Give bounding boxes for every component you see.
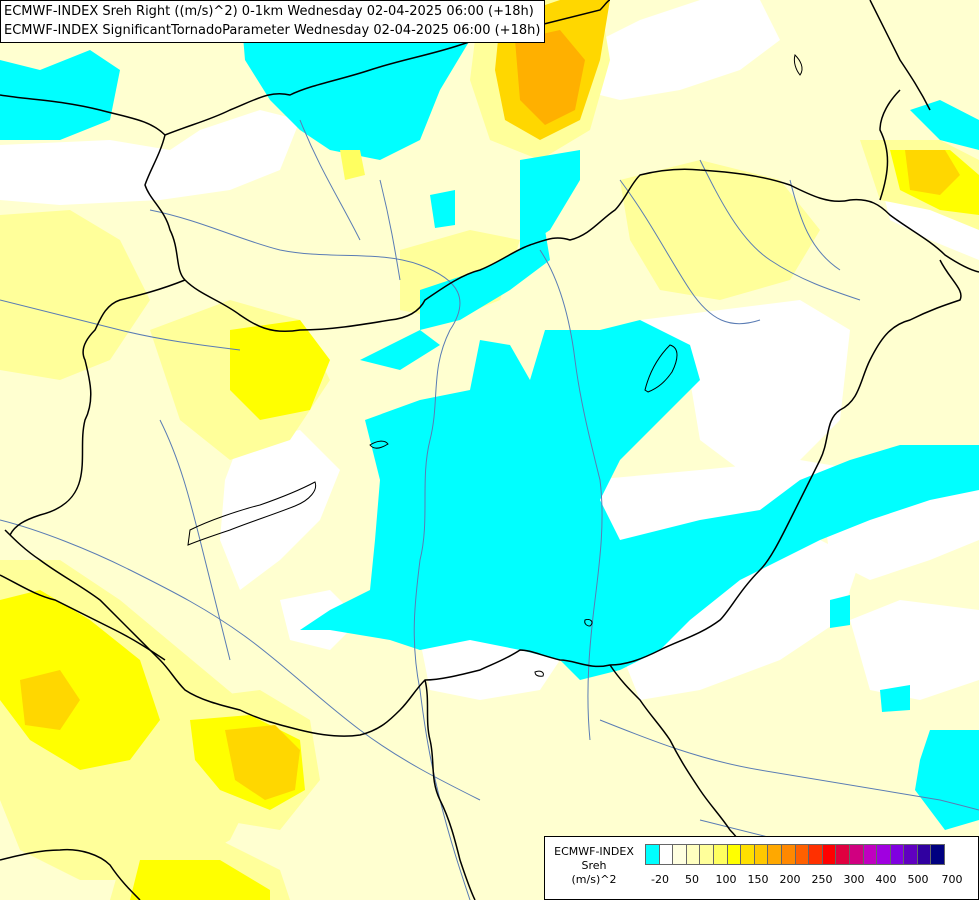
legend-swatch xyxy=(712,844,728,865)
map-title-box: ECMWF-INDEX Sreh Right ((m/s)^2) 0-1km W… xyxy=(0,0,546,43)
legend-swatch xyxy=(848,844,864,865)
title-sreh: ECMWF-INDEX Sreh Right ((m/s)^2) 0-1km W… xyxy=(4,4,534,19)
legend-swatch xyxy=(726,844,742,865)
legend-tick-label: 500 xyxy=(907,873,929,886)
legend-tick-label: 200 xyxy=(779,873,801,886)
lakes xyxy=(187,54,803,677)
legend-model: ECMWF-INDEX xyxy=(554,845,634,858)
legend-swatch xyxy=(672,844,687,865)
color-legend: ECMWF-INDEX Sreh (m/s)^2 -20 50 100 150 200 2… xyxy=(544,836,979,900)
legend-tick-label: 250 xyxy=(811,873,833,886)
legend-swatch xyxy=(740,844,755,865)
legend-swatch xyxy=(930,844,946,865)
title-stp: ECMWF-INDEX SignificantTornadoParameter … xyxy=(4,23,541,38)
legend-swatch xyxy=(808,844,823,865)
legend-tick-label: 300 xyxy=(843,873,865,886)
legend-tick-label: 100 xyxy=(715,873,737,886)
legend-ticks: -20 50 100 150 200 250 300 400 500 700 xyxy=(646,873,976,889)
legend-tick-label: 50 xyxy=(685,873,699,886)
legend-swatch xyxy=(794,844,810,865)
legend-swatch xyxy=(767,844,782,865)
legend-tick-label: 150 xyxy=(747,873,769,886)
legend-swatch xyxy=(835,844,850,865)
legend-swatch xyxy=(685,844,701,865)
legend-tick-label: -20 xyxy=(651,873,669,886)
legend-unit: (m/s)^2 xyxy=(571,873,617,886)
legend-swatch xyxy=(658,844,674,865)
legend-variable: Sreh xyxy=(581,859,607,872)
legend-swatch xyxy=(876,844,891,865)
legend-name: ECMWF-INDEX Sreh (m/s)^2 xyxy=(545,845,643,887)
legend-swatch xyxy=(699,844,714,865)
legend-tick-label: 400 xyxy=(875,873,897,886)
legend-swatch xyxy=(645,844,660,865)
legend-swatch xyxy=(780,844,796,865)
legend-swatch xyxy=(862,844,878,865)
legend-swatch xyxy=(889,844,905,865)
legend-swatch xyxy=(916,844,932,865)
legend-tick-label: 700 xyxy=(941,873,963,886)
legend-swatch xyxy=(753,844,769,865)
legend-swatch xyxy=(903,844,918,865)
legend-swatches xyxy=(645,844,946,865)
legend-swatch xyxy=(821,844,837,865)
